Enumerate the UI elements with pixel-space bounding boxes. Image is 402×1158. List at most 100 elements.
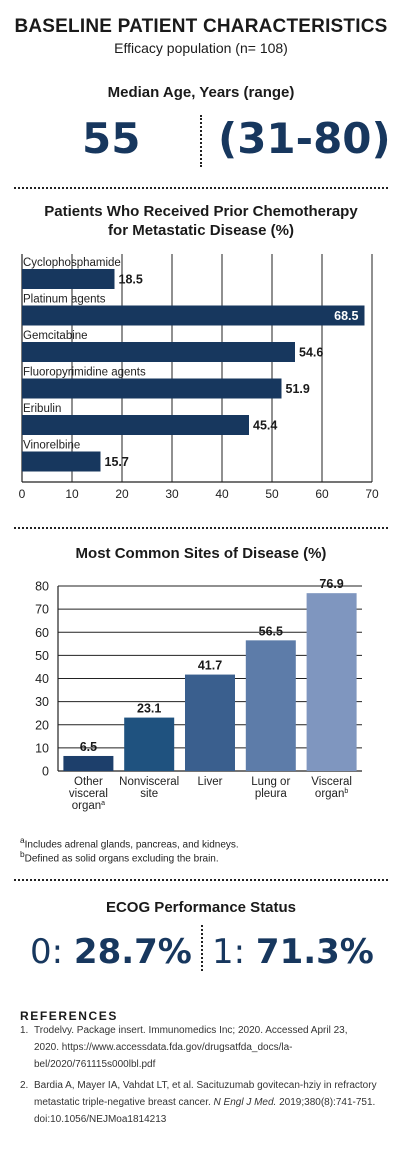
footnote-b-text: Defined as solid organs excluding the br… <box>24 853 219 865</box>
footnote-a-text: Includes adrenal glands, pancreas, and k… <box>24 839 239 851</box>
reference-1-number: 1. <box>20 1025 29 1036</box>
x-tick-label: 0 <box>19 487 26 501</box>
ecog-divider <box>201 925 203 971</box>
y-tick-label: 50 <box>35 649 49 663</box>
bar <box>22 415 249 435</box>
data-label: 76.9 <box>319 577 343 591</box>
bar <box>22 305 365 326</box>
sites-chart-title: Most Common Sites of Disease (%) <box>75 545 327 562</box>
bar <box>185 674 235 771</box>
section-divider <box>14 879 388 881</box>
ecog-0-label: 0: <box>30 932 74 972</box>
chemo-bar-chart: 0 10 20 30 40 50 60 70 Cyclophosphamide 18.5 Plati… <box>19 254 379 501</box>
reference-1-line1: Trodelvy. Package insert. Immunomedics I… <box>34 1025 348 1036</box>
x-tick-label: 50 <box>265 487 279 501</box>
data-label: 56.5 <box>259 624 283 638</box>
section-divider <box>14 187 388 189</box>
data-label: 18.5 <box>119 273 143 287</box>
y-tick-label: 10 <box>35 741 49 755</box>
ecog-status-1: 1: 71.3% <box>212 927 374 977</box>
data-label: 54.6 <box>299 346 323 360</box>
x-tick-label: 20 <box>115 487 129 501</box>
reference-1-line2: 2020. https://www.accessdata.fda.gov/dru… <box>34 1042 293 1053</box>
section-divider <box>14 527 388 529</box>
x-tick-label: 10 <box>65 487 79 501</box>
ecog-status-0: 0: 28.7% <box>30 927 192 977</box>
data-label: 51.9 <box>286 382 310 396</box>
category-superscript: a <box>101 800 105 807</box>
category-label: pleura <box>255 788 288 800</box>
references-heading: REFERENCES <box>20 1009 119 1023</box>
category-label: Fluoropyrimidine agents <box>23 367 146 379</box>
category-label: Liver <box>198 776 223 788</box>
y-tick-label: 20 <box>35 718 49 732</box>
category-label: Cyclophosphamide <box>23 257 121 269</box>
data-label: 45.4 <box>253 419 277 433</box>
category-label: Gemcitabine <box>23 330 88 342</box>
category-superscript: b <box>344 788 348 795</box>
y-tick-label: 80 <box>35 580 49 594</box>
age-range-value: (31-80) <box>218 114 391 163</box>
bar <box>22 269 115 289</box>
category-label: organb <box>315 788 348 800</box>
category-label: Nonvisceral <box>119 776 179 788</box>
y-tick-label: 70 <box>35 603 49 617</box>
data-label: 41.7 <box>198 659 222 673</box>
reference-1: 1. Trodelvy. Package insert. Immunomedic… <box>20 1022 385 1073</box>
chemo-chart-title: Patients Who Received Prior Chemotherapy… <box>0 202 402 240</box>
ecog-0-value: 28.7% <box>73 932 192 972</box>
reference-2-line1: Bardia A, Mayer IA, Vahdat LT, et al. Sa… <box>34 1080 377 1091</box>
reference-2-citation: 2019;380(8):741-751. <box>276 1097 376 1108</box>
data-label: 68.5 <box>334 309 358 323</box>
reference-2-number: 2. <box>20 1080 29 1091</box>
ecog-heading: ECOG Performance Status <box>105 899 297 916</box>
category-label: organa <box>72 800 105 812</box>
reference-2-doi: doi:10.1056/NEJMoa1814213 <box>34 1114 167 1125</box>
reference-1-line3: bel/2020/761115s000lbl.pdf <box>34 1059 156 1070</box>
footnote-a: aIncludes adrenal glands, pancreas, and … <box>20 835 239 850</box>
page-subtitle: Efficacy population (n= 108) <box>114 40 288 56</box>
data-label: 15.7 <box>105 455 129 469</box>
x-tick-label: 70 <box>365 487 379 501</box>
bar <box>306 593 357 771</box>
category-label: Eribulin <box>23 403 61 415</box>
y-tick-label: 40 <box>35 672 49 686</box>
reference-2-line2: metastatic triple-negative breast cancer… <box>20 1094 385 1111</box>
footnote-b-mark: b <box>20 849 25 859</box>
bar <box>22 378 282 399</box>
x-tick-label: 40 <box>215 487 229 501</box>
category-label: Other <box>74 776 103 788</box>
category-label: visceral <box>69 788 108 800</box>
y-tick-label: 30 <box>35 695 49 709</box>
ecog-1-value: 71.3% <box>255 932 374 972</box>
category-label: Vinorelbine <box>23 440 80 452</box>
bar <box>124 717 175 771</box>
category-label: Platinum agents <box>23 294 106 306</box>
age-divider <box>200 115 202 167</box>
category-label: Lung or <box>251 776 290 788</box>
reference-2: 2. Bardia A, Mayer IA, Vahdat LT, et al.… <box>20 1077 385 1128</box>
footnote-a-mark: a <box>20 835 25 845</box>
bar <box>22 451 101 472</box>
reference-2-line2-text: metastatic triple-negative breast cancer… <box>34 1097 214 1108</box>
bar <box>22 342 295 362</box>
reference-2-journal: N Engl J Med. <box>213 1097 277 1108</box>
category-label: Visceral <box>311 776 352 788</box>
median-age-value: 55 <box>82 114 141 163</box>
category-label: site <box>140 788 158 800</box>
footnote-b: bDefined as solid organs excluding the b… <box>20 849 219 864</box>
age-heading: Median Age, Years (range) <box>107 84 295 101</box>
page-title: BASELINE PATIENT CHARACTERISTICS <box>14 16 388 37</box>
bar <box>245 640 296 771</box>
y-tick-label: 60 <box>35 626 49 640</box>
chemo-chart-title-line1: Patients Who Received Prior Chemotherapy <box>44 203 358 220</box>
y-tick-label: 0 <box>42 765 49 779</box>
bar <box>63 755 114 771</box>
x-tick-label: 30 <box>165 487 179 501</box>
ecog-1-label: 1: <box>212 932 256 972</box>
x-tick-label: 60 <box>315 487 329 501</box>
chemo-chart-title-line2: for Metastatic Disease (%) <box>108 222 294 239</box>
data-label: 6.5 <box>80 740 97 754</box>
data-label: 23.1 <box>137 702 161 716</box>
